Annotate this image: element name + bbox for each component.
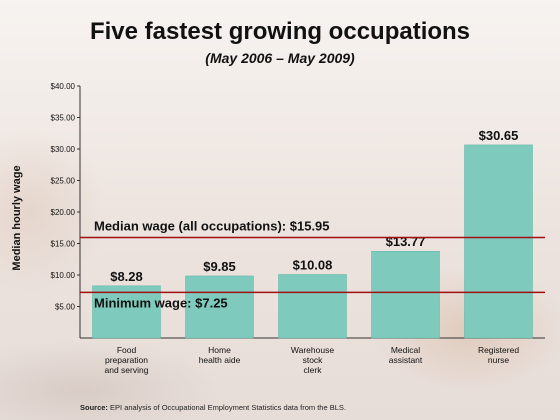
reference-line-label: Minimum wage: $7.25: [94, 295, 228, 310]
x-category-label: clerk: [304, 365, 323, 375]
y-tick-label: $25.00: [51, 177, 76, 186]
y-tick-label: $10.00: [51, 271, 76, 280]
bar-value-label: $30.65: [479, 128, 519, 143]
reference-line-label: Median wage (all occupations): $15.95: [94, 219, 330, 234]
bar: [278, 274, 347, 339]
x-category-label: Home: [208, 345, 231, 355]
chart-title: Five fastest growing occupations: [89, 18, 471, 45]
source-label: Source:: [80, 403, 108, 412]
x-category-label: stock: [303, 355, 324, 365]
bar: [464, 144, 533, 339]
y-tick-label: $30.00: [51, 145, 76, 154]
x-category-label: health aide: [199, 355, 241, 365]
x-category-label: Food: [117, 345, 137, 355]
x-category-label: Medical: [391, 345, 420, 355]
x-category-label: preparation: [105, 355, 148, 365]
bar: [371, 250, 440, 339]
x-category-label: and serving: [105, 365, 149, 375]
bar-value-label: $9.85: [203, 259, 236, 274]
x-category-label: Warehouse: [291, 345, 334, 355]
x-category-label: assistant: [389, 355, 423, 365]
source-note: Source: EPI analysis of Occupational Emp…: [80, 403, 346, 412]
bar-value-label: $10.08: [293, 257, 333, 272]
y-tick-label: $40.00: [51, 82, 76, 91]
y-tick-label: $35.00: [51, 114, 76, 123]
y-tick-label: $15.00: [51, 240, 76, 249]
source-text: EPI analysis of Occupational Employment …: [110, 403, 346, 412]
chart-subtitle: (May 2006 – May 2009): [205, 50, 355, 66]
x-category-label: nurse: [488, 355, 510, 365]
bar: [92, 285, 161, 339]
bar-value-label: $13.77: [386, 234, 426, 249]
bar-value-label: $8.28: [110, 269, 143, 284]
y-tick-label: $5.00: [55, 303, 76, 312]
x-category-label: Registered: [478, 345, 519, 355]
bar: [185, 275, 254, 339]
y-tick-label: $20.00: [51, 208, 76, 217]
